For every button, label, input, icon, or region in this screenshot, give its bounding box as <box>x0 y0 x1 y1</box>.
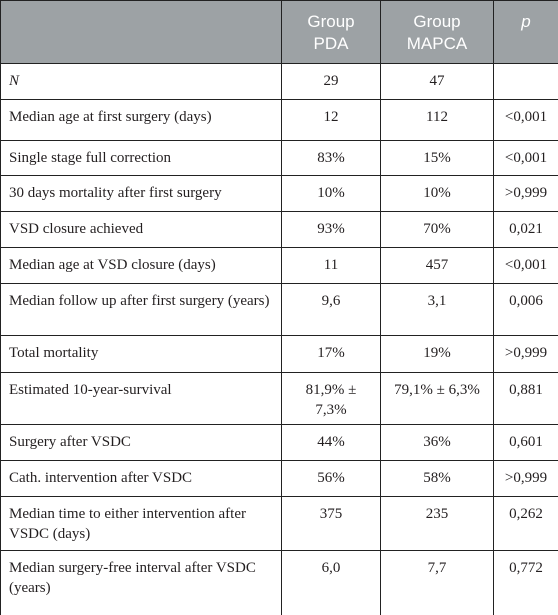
cell: 70% <box>380 211 494 248</box>
header-cell: Group PDA <box>281 0 381 64</box>
cell: 17% <box>281 335 381 373</box>
cell: 235 <box>380 496 494 551</box>
cell: 3,1 <box>380 283 494 336</box>
cell: <0,001 <box>493 247 558 284</box>
row-label: Median follow up after first surgery (ye… <box>0 283 282 336</box>
header-cell: p <box>493 0 558 64</box>
table-row: VSD closure achieved 93% 70% 0,021 <box>0 211 558 248</box>
cell: 44% <box>281 424 381 461</box>
cell: 29 <box>281 63 381 100</box>
cell: 0,021 <box>493 211 558 248</box>
header-cell <box>0 0 282 64</box>
cell: 83% <box>281 140 381 176</box>
cell: 58% <box>380 460 494 497</box>
cell: >0,999 <box>493 460 558 497</box>
cell: 10% <box>281 175 381 212</box>
table-row: Surgery after VSDC 44% 36% 0,601 <box>0 424 558 461</box>
cell: <0,001 <box>493 99 558 141</box>
row-label: Median surgery-free interval after VSDC … <box>0 550 282 615</box>
table-row: Median follow up after first surgery (ye… <box>0 283 558 336</box>
row-label: Single stage full correction <box>0 140 282 176</box>
header-cell: Group MAPCA <box>380 0 494 64</box>
cell: 15% <box>380 140 494 176</box>
table-row: Single stage full correction 83% 15% <0,001 <box>0 140 558 176</box>
row-label: Median age at VSD closure (days) <box>0 247 282 284</box>
table-row: 30 days mortality after first surgery 10%… <box>0 175 558 212</box>
cell <box>493 63 558 100</box>
header-row: Group PDA Group MAPCA p <box>0 0 558 64</box>
table-row: Total mortality 17% 19% >0,999 <box>0 335 558 373</box>
cell: 11 <box>281 247 381 284</box>
row-label: N <box>0 63 282 100</box>
row-label: Cath. intervention after VSDC <box>0 460 282 497</box>
table-row: Estimated 10-year-survival 81,9% ± 7,3% 79… <box>0 372 558 425</box>
table-row: Median surgery-free interval after VSDC … <box>0 550 558 615</box>
cell: <0,001 <box>493 140 558 176</box>
cell: 93% <box>281 211 381 248</box>
table-row: Median time to either intervention after… <box>0 496 558 551</box>
row-label: Estimated 10-year-survival <box>0 372 282 425</box>
cell: 19% <box>380 335 494 373</box>
cell: 6,0 <box>281 550 381 615</box>
cell: 457 <box>380 247 494 284</box>
cell: >0,999 <box>493 175 558 212</box>
row-label: Total mortality <box>0 335 282 373</box>
cell: 81,9% ± 7,3% <box>281 372 381 425</box>
cell: 36% <box>380 424 494 461</box>
table-row: Median age at first surgery (days) 12 112 <… <box>0 99 558 141</box>
cell: 0,006 <box>493 283 558 336</box>
cell: 47 <box>380 63 494 100</box>
cell: 0,601 <box>493 424 558 461</box>
cell: 12 <box>281 99 381 141</box>
cell: 0,772 <box>493 550 558 615</box>
cell: 375 <box>281 496 381 551</box>
cell: 112 <box>380 99 494 141</box>
cell: 79,1% ± 6,3% <box>380 372 494 425</box>
table-row: Median age at VSD closure (days) 11 457 <0,… <box>0 247 558 284</box>
cell: 0,262 <box>493 496 558 551</box>
cell: 10% <box>380 175 494 212</box>
row-label: 30 days mortality after first surgery <box>0 175 282 212</box>
cell: 56% <box>281 460 381 497</box>
row-label: VSD closure achieved <box>0 211 282 248</box>
cell: 9,6 <box>281 283 381 336</box>
row-label: Surgery after VSDC <box>0 424 282 461</box>
row-label: Median time to either intervention after… <box>0 496 282 551</box>
cell: >0,999 <box>493 335 558 373</box>
table-row: N 29 47 <box>0 63 558 100</box>
cell: 0,881 <box>493 372 558 425</box>
cell: 7,7 <box>380 550 494 615</box>
table-row: Cath. intervention after VSDC 56% 58% >0,99… <box>0 460 558 497</box>
row-label: Median age at first surgery (days) <box>0 99 282 141</box>
